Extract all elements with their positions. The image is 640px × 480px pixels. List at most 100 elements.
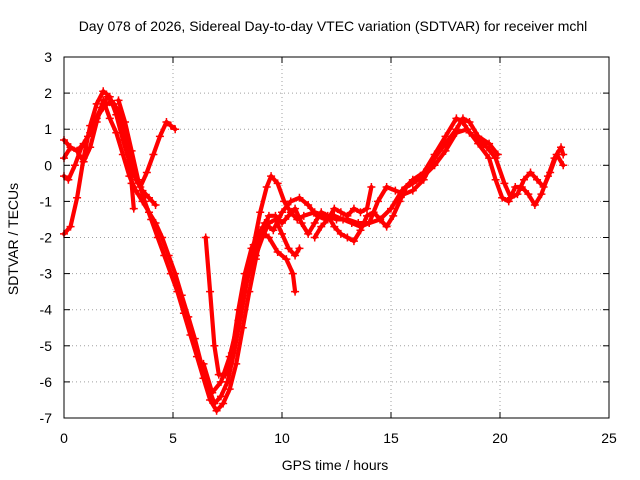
data-point: [179, 309, 188, 318]
data-point: [149, 150, 158, 159]
data-point: [297, 219, 306, 228]
data-point: [256, 226, 265, 235]
data-point: [247, 244, 256, 253]
x-tick-label: 25: [601, 430, 617, 446]
y-axis-label: SDTVAR / TECUs: [5, 183, 21, 295]
series-trace-g: [201, 226, 300, 379]
data-point: [145, 193, 154, 202]
data-point: [134, 175, 143, 184]
data-point: [256, 208, 265, 217]
chart-title: Day 078 of 2026, Sidereal Day-to-day VTE…: [79, 18, 588, 34]
series-trace-i: [310, 182, 376, 242]
data-point: [310, 233, 319, 242]
series-layer: [60, 87, 568, 415]
data-point: [225, 385, 234, 394]
data-point: [201, 233, 210, 242]
data-point: [232, 359, 241, 368]
data-point: [310, 219, 319, 228]
data-point: [559, 161, 568, 170]
data-point: [491, 175, 500, 184]
plot-frame: [63, 56, 610, 419]
data-point: [373, 197, 382, 206]
data-point: [129, 204, 138, 213]
data-point: [530, 201, 539, 210]
data-point: [258, 233, 267, 242]
data-point: [441, 139, 450, 148]
data-point: [173, 287, 182, 296]
data-point: [212, 406, 221, 415]
data-point: [234, 305, 243, 314]
data-point: [112, 128, 121, 137]
series-trace-h: [251, 215, 304, 260]
data-point: [312, 211, 321, 220]
data-point: [278, 208, 286, 217]
data-point: [474, 139, 483, 148]
series-line: [116, 98, 566, 413]
data-point: [127, 146, 136, 155]
data-point: [557, 143, 566, 152]
data-point: [430, 154, 439, 163]
data-point: [216, 377, 225, 386]
data-point: [493, 150, 502, 159]
data-point: [363, 211, 372, 220]
y-tick-label: 0: [44, 157, 52, 173]
data-point: [295, 193, 304, 202]
x-tick-label: 5: [169, 430, 177, 446]
data-point: [125, 172, 134, 181]
series-trace-f: [199, 114, 502, 397]
data-point: [264, 219, 273, 228]
data-point: [504, 197, 513, 206]
data-point: [286, 197, 295, 206]
data-point: [317, 222, 326, 231]
data-point: [147, 215, 156, 224]
data-point: [339, 215, 348, 224]
data-point: [99, 87, 108, 96]
data-point: [66, 143, 75, 152]
data-point: [382, 222, 391, 231]
data-point: [349, 237, 358, 246]
data-point: [304, 229, 313, 238]
data-point: [452, 125, 461, 134]
data-point: [131, 186, 140, 195]
data-point: [498, 193, 507, 202]
data-point: [500, 179, 509, 188]
data-point: [465, 117, 474, 126]
x-tick-label: 10: [274, 430, 290, 446]
data-point: [171, 125, 180, 134]
data-point: [343, 233, 352, 242]
data-point: [166, 121, 175, 130]
series-line: [253, 217, 302, 258]
data-point: [347, 219, 356, 228]
data-point: [162, 117, 171, 126]
data-point: [513, 190, 522, 199]
x-tick-label: 20: [492, 430, 508, 446]
data-point: [216, 392, 225, 401]
data-point: [114, 96, 123, 105]
data-point: [356, 222, 365, 231]
data-point: [517, 182, 526, 191]
data-point: [155, 132, 164, 141]
data-point: [400, 190, 409, 199]
data-point: [192, 352, 201, 361]
data-point: [267, 172, 276, 181]
data-point: [99, 96, 108, 105]
data-point: [227, 349, 236, 358]
data-point: [79, 139, 88, 148]
data-point: [269, 226, 278, 235]
data-point: [336, 208, 345, 217]
data-point: [210, 341, 219, 350]
y-tick-label: -5: [40, 338, 53, 354]
data-point: [206, 287, 215, 296]
y-tick-label: 2: [44, 85, 52, 101]
data-point: [291, 287, 300, 296]
data-point: [284, 244, 293, 253]
data-point: [389, 211, 398, 220]
x-axis-label: GPS time / hours: [282, 457, 389, 473]
y-tick-label: -3: [40, 266, 53, 282]
data-point: [282, 255, 291, 264]
data-point: [402, 182, 411, 191]
data-point: [273, 247, 282, 256]
grid-lines: [64, 57, 609, 418]
data-point: [278, 229, 286, 238]
data-point: [343, 211, 352, 220]
